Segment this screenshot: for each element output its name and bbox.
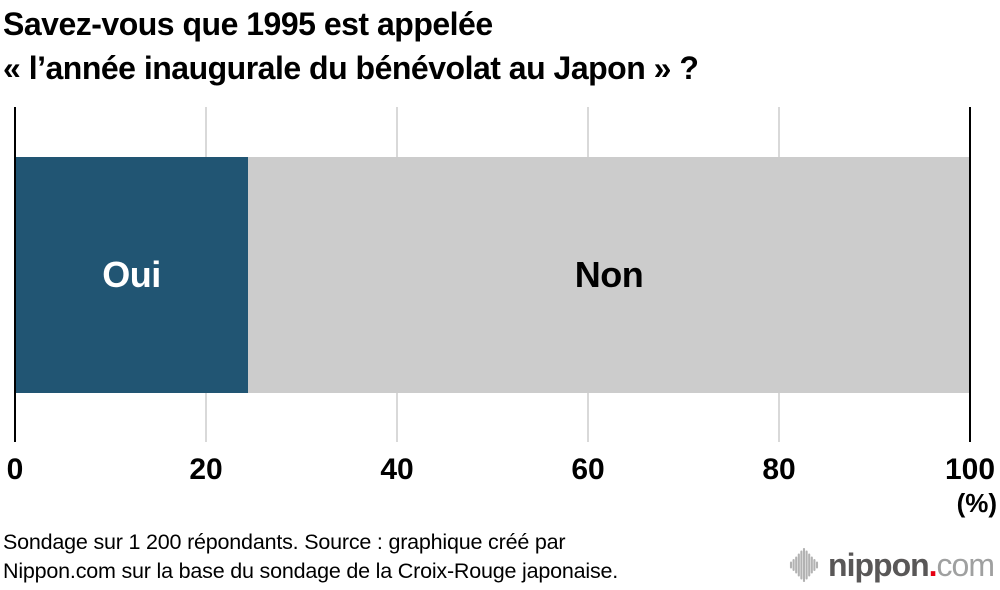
- source-note-line2: Nippon.com sur la base du sondage de la …: [3, 559, 619, 583]
- nippon-logo: nippon.com: [789, 547, 995, 583]
- logo-name: nippon: [828, 547, 930, 583]
- x-tick-label-40: 40: [380, 453, 414, 486]
- chart-title-line1: Savez-vous que 1995 est appelée: [3, 6, 493, 42]
- logo-suffix: com: [936, 547, 995, 583]
- x-axis-tick-labels: 0 20 40 60 80 100: [7, 453, 995, 487]
- x-tick-label-60: 60: [571, 453, 605, 486]
- bar-segment-non: Non: [248, 157, 970, 393]
- source-note-line1: Sondage sur 1 200 répondants. Source : g…: [3, 530, 566, 554]
- nippon-waveform-icon: [789, 548, 819, 582]
- axis-edge-line: [969, 107, 971, 442]
- nippon-logo-text: nippon.com: [828, 547, 995, 583]
- bar-chart-plot-area: Oui Non: [14, 107, 971, 442]
- x-tick-label-100: 100: [944, 453, 996, 486]
- chart-title: Savez-vous que 1995 est appelée « l’anné…: [3, 2, 699, 90]
- x-tick-label-20: 20: [189, 453, 223, 486]
- stacked-bar: Oui Non: [15, 157, 970, 393]
- logo-red-dot: .: [928, 547, 938, 583]
- axis-edge-line: [14, 107, 16, 442]
- bar-segment-oui: Oui: [15, 157, 249, 393]
- chart-title-line2: « l’année inaugurale du bénévolat au Jap…: [3, 50, 699, 86]
- source-note: Sondage sur 1 200 répondants. Source : g…: [3, 528, 618, 586]
- x-tick-label-0: 0: [6, 453, 24, 486]
- x-axis-unit-label: (%): [956, 488, 997, 518]
- x-tick-label-80: 80: [762, 453, 796, 486]
